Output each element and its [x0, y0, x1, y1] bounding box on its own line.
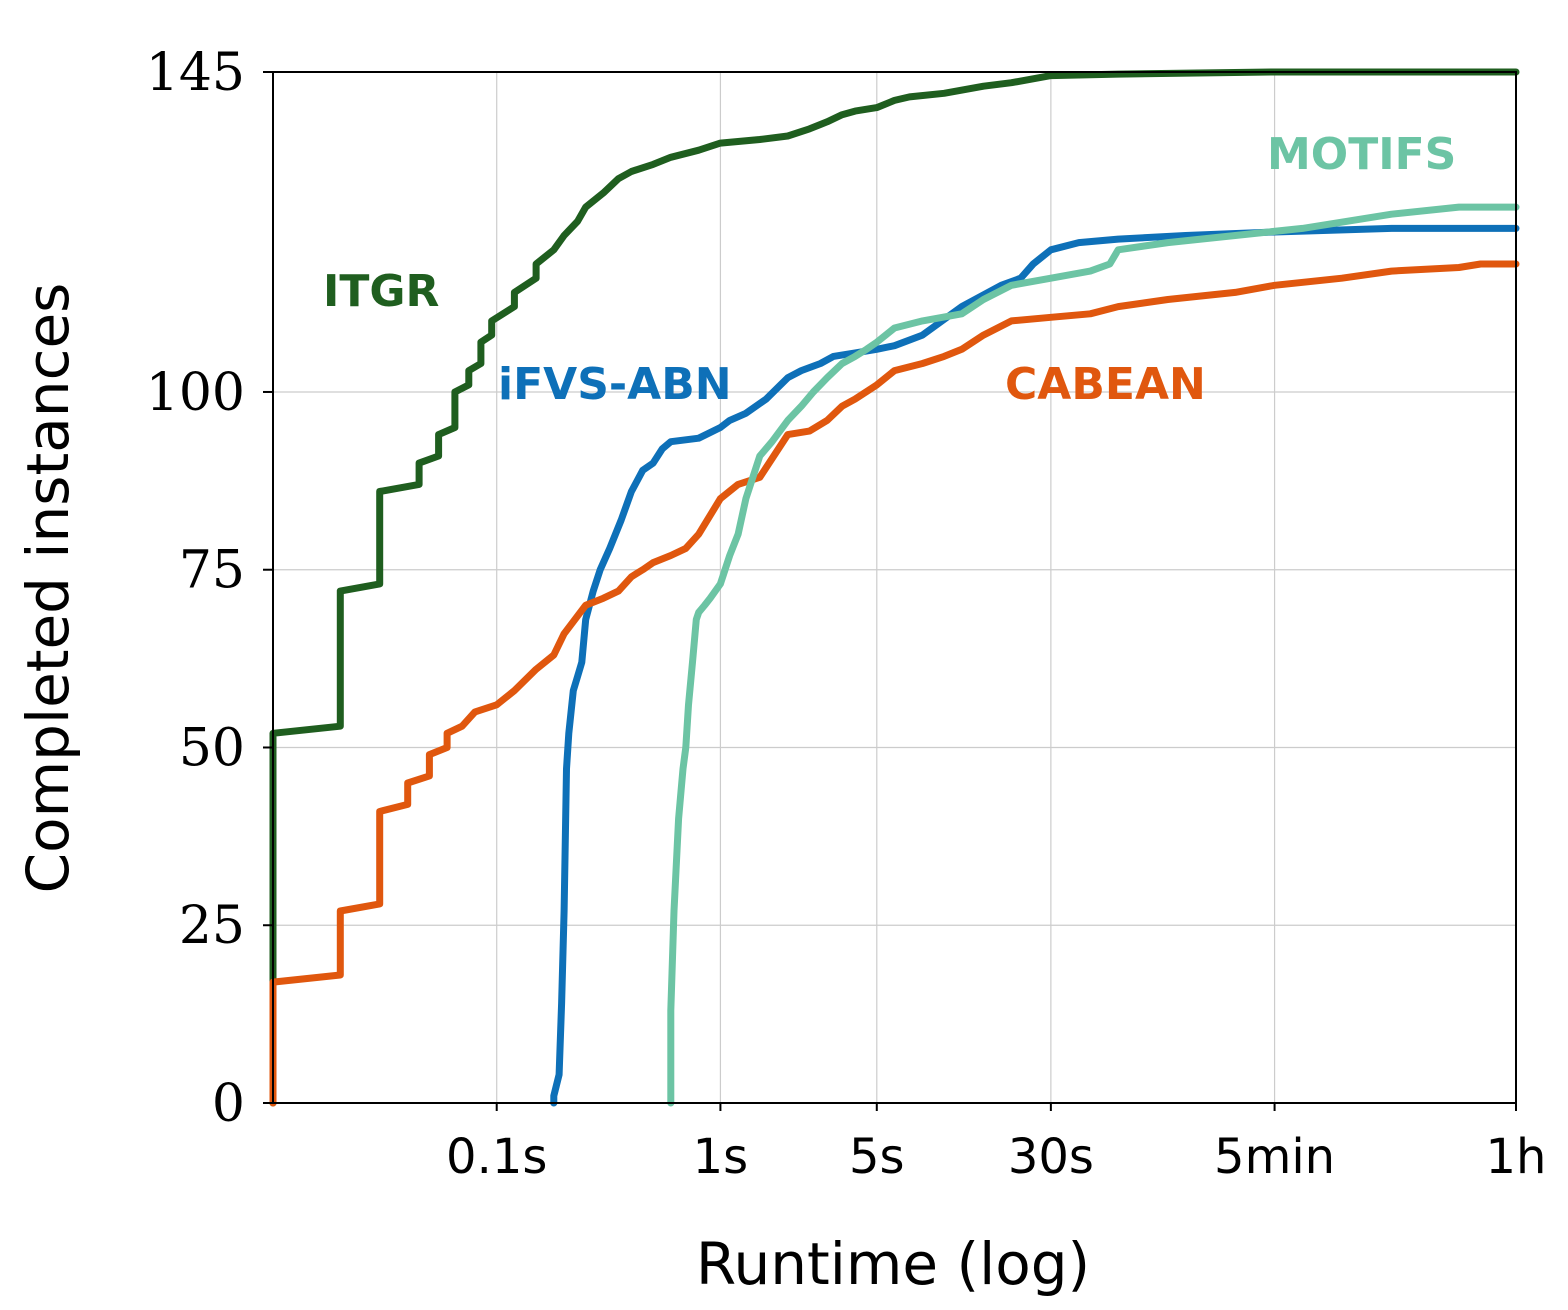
plot-frame [272, 71, 1517, 1104]
y-tick-label: 0 [212, 1074, 245, 1134]
series-line-itgr [269, 68, 1520, 1107]
series-lines [269, 68, 1520, 1107]
y-tick-label: 145 [146, 43, 245, 103]
series-label-motifs: MOTIFS [1267, 129, 1456, 180]
y-tick-label: 50 [179, 718, 245, 778]
x-tick-label: 5s [849, 1129, 905, 1185]
y-tick-label: 100 [146, 363, 245, 423]
series-label-ifvs-abn: iFVS-ABN [498, 359, 732, 410]
x-tick-label: 1h [1486, 1129, 1547, 1185]
x-tick-label: 5min [1214, 1129, 1335, 1185]
series-labels: ITGR iFVS-ABN CABEAN MOTIFS [323, 129, 1456, 410]
x-tick-label: 0.1s [446, 1129, 547, 1185]
y-tick-label: 75 [179, 541, 245, 601]
y-axis-label: Completed instances [14, 283, 82, 894]
y-tick-label: 25 [179, 896, 245, 956]
x-tick-label: 30s [1008, 1129, 1094, 1185]
series-line-motifs [667, 203, 1520, 1107]
y-axis-ticks: 0 25 50 75 100 145 [146, 43, 273, 1134]
series-label-itgr: ITGR [323, 266, 439, 317]
series-label-cabean: CABEAN [1005, 359, 1206, 410]
x-tick-label: 1s [693, 1129, 749, 1185]
x-axis-label: Runtime (log) [696, 1230, 1090, 1298]
series-line-cabean [269, 260, 1520, 1107]
x-axis-ticks: 0.1s 1s 5s 30s 5min 1h [446, 1103, 1546, 1185]
series-line-ifvs-abn [550, 224, 1520, 1107]
